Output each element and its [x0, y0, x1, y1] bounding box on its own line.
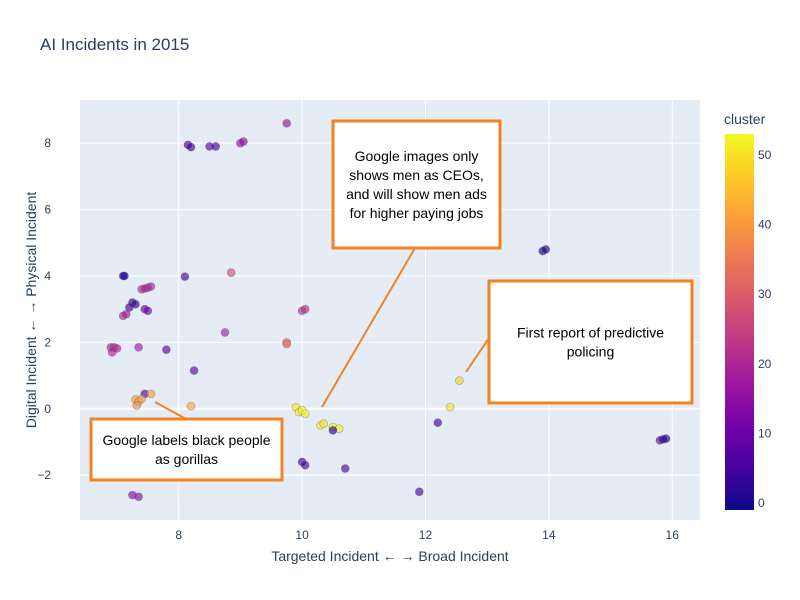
annotation: Google labels black people as gorillas — [89, 401, 284, 482]
annotation-text: First report of predictive — [517, 325, 664, 341]
data-point[interactable] — [541, 245, 551, 254]
colorbar-tick-label: 0 — [758, 496, 765, 510]
data-point[interactable] — [445, 402, 455, 412]
data-point[interactable] — [186, 142, 196, 152]
data-point[interactable] — [143, 306, 153, 316]
annotation-arrow — [154, 401, 187, 420]
x-axis-ticks: 8 10 12 14 16 — [175, 528, 679, 542]
data-point[interactable] — [125, 303, 134, 312]
data-point[interactable] — [134, 492, 143, 502]
y-tick-label: −2 — [37, 468, 51, 482]
data-points — [106, 118, 671, 502]
data-point[interactable] — [132, 401, 142, 410]
y-axis-title: Digital Incident ← → Physical Incident — [23, 192, 39, 429]
colorbar: cluster 0 10 20 30 40 50 — [724, 111, 772, 510]
y-tick-label: 8 — [44, 136, 51, 150]
data-point[interactable] — [319, 419, 328, 429]
annotation-text: policing — [567, 344, 614, 360]
data-point[interactable] — [282, 118, 291, 128]
y-axis-ticks: −2 0 2 4 6 8 — [37, 136, 51, 482]
colorbar-tick-label: 50 — [758, 148, 772, 162]
y-tick-label: 2 — [44, 335, 51, 349]
data-point[interactable] — [134, 343, 143, 352]
y-tick-label: 6 — [44, 203, 51, 217]
annotation-text: shows men as CEOs, — [349, 167, 484, 183]
data-point[interactable] — [162, 345, 171, 354]
data-point[interactable] — [239, 137, 248, 146]
annotation-arrow — [321, 247, 416, 408]
x-tick-label: 8 — [175, 528, 182, 542]
annotation-box — [487, 279, 694, 405]
x-tick-label: 16 — [666, 528, 680, 542]
data-point[interactable] — [146, 389, 156, 399]
annotations: Google images only shows men as CEOs, and … — [89, 119, 694, 482]
y-tick-label: 0 — [44, 402, 51, 416]
data-point[interactable] — [211, 142, 221, 151]
colorbar-tick-label: 40 — [758, 218, 772, 232]
data-point[interactable] — [146, 282, 156, 291]
data-point[interactable] — [300, 460, 310, 470]
x-tick-label: 12 — [419, 528, 433, 542]
x-axis-title: Targeted Incident ← → Broad Incident — [271, 548, 508, 564]
data-point[interactable] — [300, 304, 310, 314]
data-point[interactable] — [180, 272, 190, 281]
data-point[interactable] — [137, 394, 146, 404]
data-point[interactable] — [121, 309, 131, 319]
annotation-text: as gorillas — [155, 451, 218, 467]
data-point[interactable] — [107, 348, 117, 357]
data-point[interactable] — [220, 328, 230, 337]
colorbar-tick-label: 10 — [758, 426, 772, 440]
data-point[interactable] — [433, 418, 443, 428]
data-point[interactable] — [455, 376, 464, 385]
annotation-box — [89, 417, 284, 482]
annotation-text: Google images only — [355, 148, 479, 164]
x-tick-label: 10 — [295, 528, 309, 542]
annotation-text: and will show men ads — [346, 186, 487, 202]
data-point[interactable] — [282, 339, 291, 349]
annotation-text: for higher paying jobs — [350, 205, 484, 221]
data-point[interactable] — [189, 366, 199, 375]
x-tick-label: 14 — [542, 528, 556, 542]
data-point[interactable] — [328, 426, 338, 435]
data-point[interactable] — [340, 464, 350, 473]
colorbar-gradient[interactable] — [725, 134, 754, 510]
data-point[interactable] — [226, 268, 236, 277]
annotation-text: Google labels black people — [102, 432, 270, 448]
annotation-arrow — [465, 337, 490, 373]
data-point[interactable] — [415, 487, 424, 497]
annotation-box — [331, 119, 502, 250]
data-point[interactable] — [120, 271, 129, 281]
data-point[interactable] — [661, 434, 671, 443]
annotation: First report of predictive policing — [465, 279, 694, 405]
data-point[interactable] — [300, 409, 310, 419]
chart-title: AI Incidents in 2015 — [40, 35, 189, 54]
y-tick-label: 4 — [44, 269, 51, 283]
annotation: Google images only shows men as CEOs, and … — [321, 119, 502, 408]
colorbar-tick-label: 30 — [758, 287, 772, 301]
colorbar-title: cluster — [724, 111, 766, 127]
data-point[interactable] — [186, 401, 196, 411]
colorbar-tick-label: 20 — [758, 357, 772, 371]
